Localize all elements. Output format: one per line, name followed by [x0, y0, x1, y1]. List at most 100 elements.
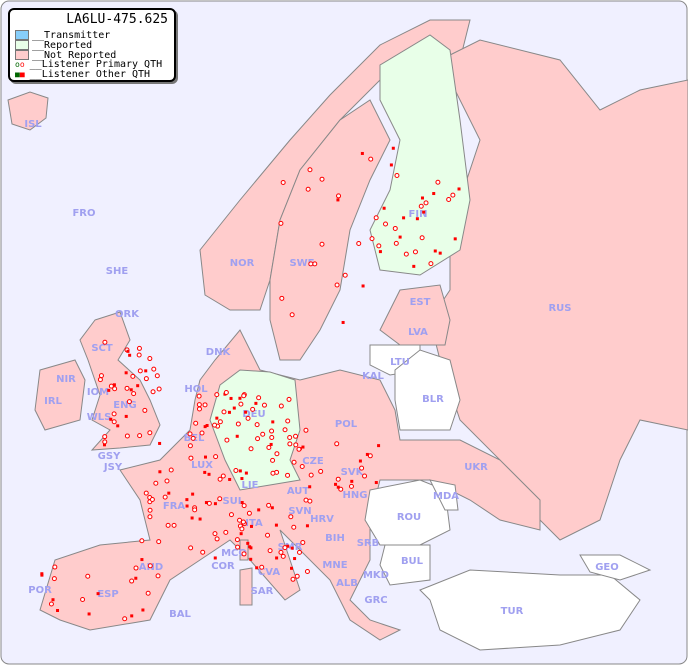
listener-primary-marker — [102, 439, 108, 445]
listener-primary-marker — [259, 564, 265, 570]
listener-primary-marker — [260, 431, 266, 437]
legend: LA6LU-475.625 __Transmitter __Reported _… — [8, 8, 176, 82]
listener-other-marker — [438, 251, 442, 255]
country-label-esp: ESP — [97, 589, 118, 600]
listener-primary-marker — [147, 514, 153, 520]
listener-primary-marker — [156, 386, 162, 392]
listener-primary-marker — [136, 352, 142, 358]
listener-primary-marker — [356, 240, 362, 246]
country-label-jsy: JSY — [103, 462, 123, 473]
listener-primary-marker — [241, 393, 247, 399]
listener-other-marker — [87, 612, 91, 616]
listener-primary-marker — [142, 407, 148, 413]
country-label-geo: GEO — [595, 562, 619, 573]
listener-other-marker — [103, 443, 107, 447]
listener-primary-marker — [214, 536, 220, 542]
listener-primary-marker — [393, 240, 399, 246]
country-label-ltu: LTU — [390, 357, 410, 368]
not-reported-swatch — [15, 50, 29, 60]
listener-other-marker — [244, 410, 248, 414]
listener-primary-marker — [51, 576, 57, 582]
listener-primary-marker — [102, 339, 108, 345]
listener-primary-marker — [280, 180, 286, 186]
listener-primary-marker — [419, 235, 425, 241]
country-bul — [379, 544, 431, 586]
listener-primary-marker — [318, 468, 324, 474]
listener-primary-marker — [165, 522, 171, 528]
listener-other-marker — [191, 492, 195, 496]
listener-primary-marker — [359, 465, 365, 471]
listener-primary-marker — [111, 419, 117, 425]
listener-other-marker — [255, 566, 259, 570]
listener-primary-marker — [287, 435, 293, 441]
listener-other-marker — [158, 441, 162, 445]
listener-primary-marker — [111, 411, 117, 417]
listener-primary-marker — [412, 249, 418, 255]
listener-other-marker — [269, 442, 273, 446]
listener-other-marker — [185, 504, 189, 508]
listener-other-marker — [246, 541, 250, 545]
legend-reported: __Reported — [15, 40, 92, 51]
country-label-fra: FRA — [163, 501, 186, 512]
legend-label: __Listener Other QTH — [29, 69, 151, 80]
listener-other-marker — [257, 508, 261, 512]
listener-other-marker — [140, 558, 144, 562]
country-label-alb: ALB — [336, 578, 358, 589]
country-label-hng: HNG — [343, 490, 368, 501]
listener-primary-marker — [319, 176, 325, 182]
listener-other-marker — [227, 410, 231, 414]
listener-primary-marker — [428, 261, 434, 267]
listener-primary-marker — [291, 459, 297, 465]
country-swe — [269, 99, 391, 361]
listener-other-marker — [336, 198, 340, 202]
listener-primary-marker — [288, 514, 294, 520]
listener-other-marker — [109, 417, 113, 421]
listener-primary-marker — [200, 549, 206, 555]
listener-primary-marker — [254, 422, 260, 428]
listener-primary-marker — [188, 545, 194, 551]
country-label-nir: NIR — [56, 374, 76, 385]
listener-primary-marker — [187, 431, 193, 437]
listener-other-marker — [203, 455, 207, 459]
country-label-smr: SMR — [278, 542, 303, 553]
listener-primary-marker — [147, 356, 153, 362]
listener-primary-marker — [122, 616, 128, 622]
listener-primary-marker — [267, 548, 273, 554]
listener-primary-marker — [285, 418, 291, 424]
listener-primary-marker — [213, 454, 219, 460]
listener-other-marker — [374, 481, 378, 485]
listener-primary-marker — [294, 573, 300, 579]
listener-primary-marker — [187, 443, 193, 449]
country-label-mkd: MKD — [363, 570, 389, 581]
listener-primary-marker — [286, 396, 292, 402]
listener-primary-marker — [102, 434, 108, 440]
listener-other-marker — [365, 452, 369, 456]
listener-primary-marker — [285, 472, 291, 478]
country-label-srb: SRB — [357, 538, 380, 549]
listener-primary-marker — [137, 433, 143, 439]
listener-primary-marker — [293, 442, 299, 448]
listener-primary-marker — [98, 373, 104, 379]
country-label-mda: MDA — [433, 491, 459, 502]
listener-other-marker — [378, 250, 382, 254]
listener-primary-marker — [308, 261, 314, 267]
listener-primary-marker — [423, 200, 429, 206]
listener-primary-marker — [196, 393, 202, 399]
listener-primary-marker — [234, 537, 240, 543]
listener-other-marker — [144, 369, 148, 373]
listener-primary-marker — [147, 563, 153, 569]
listener-other-marker — [290, 566, 294, 570]
listener-other-marker — [213, 502, 217, 506]
country-label-sct: SCT — [91, 343, 113, 354]
country-isl — [7, 91, 49, 131]
country-label-lva: LVA — [408, 327, 428, 338]
country-label-lux: LUX — [191, 460, 213, 471]
listener-primary-marker — [336, 193, 342, 199]
listener-primary-marker — [196, 406, 202, 412]
listener-primary-marker — [97, 377, 103, 383]
listener-primary-marker — [129, 578, 135, 584]
listener-primary-marker — [403, 251, 409, 257]
listener-other-marker — [107, 388, 111, 392]
listener-other-marker — [240, 477, 244, 481]
